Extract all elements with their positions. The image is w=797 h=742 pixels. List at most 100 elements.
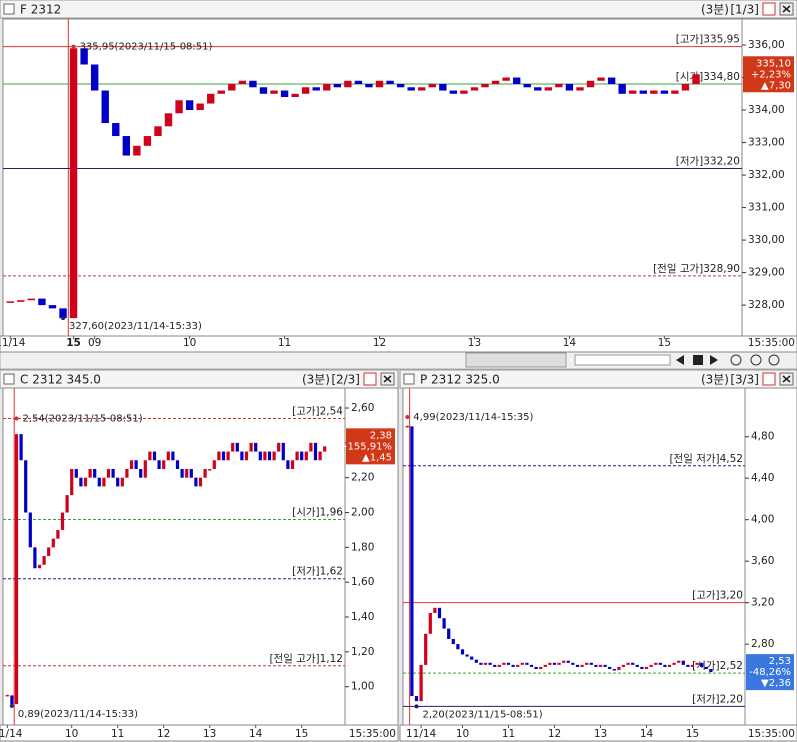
candle [449, 90, 458, 94]
candle [301, 87, 310, 94]
candle [523, 84, 531, 88]
candle [704, 666, 708, 670]
y-tick-label: 1,00 [351, 681, 374, 693]
zoom-in[interactable] [730, 354, 742, 366]
candle [139, 468, 143, 478]
candle [254, 442, 258, 452]
candles [5, 434, 327, 705]
candle [695, 662, 699, 665]
candle [185, 100, 194, 111]
annotation: 2,54(2023/11/15-08:51) [23, 413, 143, 424]
chart-title: C 2312 345.0 [20, 373, 101, 387]
x-tick-label: 13 [468, 337, 481, 349]
x-tick-label: 15 [295, 728, 308, 740]
x-tick-label: 09 [88, 337, 101, 349]
candle [481, 84, 489, 88]
close-icon [383, 375, 392, 383]
candle [439, 84, 447, 91]
candle [143, 136, 152, 146]
zoom-slider[interactable] [574, 354, 671, 366]
checkbox[interactable] [3, 373, 15, 385]
window-button[interactable] [762, 372, 776, 386]
candle [129, 460, 134, 469]
candle [534, 87, 542, 91]
y-tick-label: 4,00 [751, 514, 774, 526]
current-price-box [746, 654, 794, 691]
candle [428, 613, 432, 634]
current-price-text: +155,91% [339, 441, 392, 452]
candle [6, 301, 14, 303]
scroll-thumb[interactable] [465, 352, 567, 368]
candle [134, 460, 138, 469]
candle [59, 308, 67, 319]
scrollbar[interactable] [0, 350, 797, 370]
reference-label: [고가]2,54 [292, 405, 343, 417]
candle [106, 468, 111, 478]
candle [433, 607, 437, 614]
candle [313, 442, 318, 461]
candle [658, 662, 662, 665]
candle [207, 93, 215, 104]
candle [442, 618, 446, 629]
candle [185, 468, 189, 478]
candle [386, 80, 394, 85]
candle [344, 80, 352, 88]
candle [603, 664, 607, 667]
interval: (3분) [302, 373, 330, 387]
candle [451, 638, 455, 645]
candle [621, 664, 626, 667]
candle [493, 664, 497, 667]
zoom-reset[interactable] [768, 354, 780, 366]
candle [497, 664, 501, 667]
candle [238, 80, 247, 85]
candle [226, 451, 230, 461]
candle [267, 451, 272, 461]
stop-button[interactable] [693, 355, 703, 365]
candle [375, 80, 384, 88]
candle [511, 664, 515, 667]
y-tick-label: 330,00 [748, 234, 785, 246]
y-tick-label: 3,60 [751, 555, 774, 567]
candle [38, 298, 46, 306]
candle [437, 607, 442, 619]
window-button[interactable] [363, 372, 377, 386]
candle [263, 451, 267, 461]
candle [102, 477, 106, 487]
candle [249, 442, 253, 452]
candle [617, 666, 621, 671]
candle [295, 451, 299, 461]
candle [28, 512, 32, 548]
candle [534, 666, 538, 670]
candle [280, 90, 289, 98]
candle [221, 451, 226, 461]
candle [14, 434, 19, 705]
candle [525, 662, 529, 665]
candle [228, 84, 236, 91]
checkbox[interactable] [3, 3, 15, 15]
checkbox[interactable] [403, 373, 415, 385]
candle [566, 660, 570, 663]
candle [93, 468, 97, 478]
annotation-marker [9, 703, 14, 708]
candle [544, 87, 553, 91]
candle [640, 666, 644, 670]
reference-label: [전일 고가]328,90 [653, 262, 740, 275]
candle [465, 654, 469, 657]
x-tick-label: 10 [456, 728, 469, 740]
window-button[interactable] [762, 2, 776, 16]
annotation: 327,60(2023/11/14-15:33) [69, 321, 202, 332]
candle [557, 662, 561, 665]
current-price-box [346, 428, 395, 465]
candle [529, 664, 534, 667]
candle [410, 426, 414, 696]
y-tick-label: 2,20 [351, 472, 374, 484]
reference-label: [고가]3,20 [692, 590, 743, 602]
current-price-text: ▼2,36 [761, 678, 791, 689]
x-tick-label: 11/14 [0, 728, 23, 740]
y-tick-label: 2,00 [351, 507, 374, 519]
x-tick-label: 12 [373, 337, 386, 349]
zoom-out[interactable] [750, 354, 762, 366]
candle [290, 460, 295, 469]
title-bar [0, 0, 797, 19]
candle [323, 446, 327, 452]
